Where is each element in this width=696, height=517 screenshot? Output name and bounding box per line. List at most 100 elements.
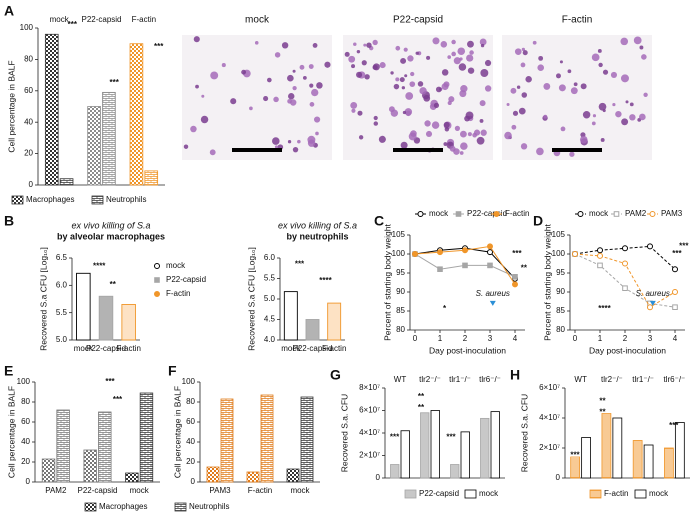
- chart-title: ex vivo killing of S.a: [71, 220, 150, 230]
- cell: [351, 108, 356, 113]
- category-label: tlr2⁻/⁻: [601, 375, 623, 384]
- y-tick-label: 2×10⁷: [539, 443, 560, 452]
- panel-letter: D: [533, 213, 543, 229]
- cell: [469, 50, 474, 55]
- cell: [480, 43, 485, 48]
- cell: [504, 131, 512, 140]
- point: [622, 245, 628, 252]
- cell: [451, 39, 456, 45]
- bar: [44, 33, 59, 186]
- cell: [373, 115, 378, 121]
- cell: [356, 71, 363, 78]
- panel-letter: E: [4, 363, 13, 379]
- bar: [139, 392, 154, 483]
- micrograph-title: F-actin: [562, 15, 593, 26]
- bar: [400, 430, 410, 479]
- cell: [516, 85, 521, 89]
- point: [647, 304, 653, 311]
- y-axis-label: Recovered S.a. CFU: [339, 394, 349, 472]
- x-tick-label: 2: [623, 334, 628, 343]
- annotation: ***: [113, 395, 123, 404]
- annotation: **: [599, 407, 606, 416]
- legend-label: F-actin: [505, 209, 529, 218]
- cell: [358, 135, 364, 140]
- bar: [581, 437, 591, 479]
- point: [437, 266, 443, 272]
- legend-label: F-actin: [166, 289, 190, 298]
- annotation: ***: [390, 433, 400, 442]
- annotation: ****: [319, 276, 332, 285]
- category-label: PAM2: [45, 486, 67, 495]
- cell: [292, 146, 299, 153]
- bar: [206, 466, 220, 483]
- cell: [426, 55, 431, 60]
- bar: [305, 319, 320, 341]
- y-tick-label: 80: [396, 325, 405, 334]
- annotation: ***: [512, 249, 522, 258]
- x-tick-label: 4: [513, 334, 518, 343]
- category-label: tlr6⁻/⁻: [663, 375, 685, 384]
- category-label: mock: [50, 15, 70, 24]
- legend-label: P22-capsid: [467, 209, 507, 218]
- cell: [556, 73, 561, 79]
- point: [672, 266, 678, 273]
- category-label: F-actin: [322, 344, 346, 353]
- legend-label: PAM3: [661, 209, 683, 218]
- cell: [361, 60, 367, 66]
- y-tick-label: 60: [186, 417, 195, 426]
- y-tick-label: 0: [556, 473, 561, 482]
- point: [597, 247, 603, 254]
- cell: [403, 47, 408, 52]
- cell: [404, 74, 408, 78]
- bar: [674, 422, 685, 479]
- y-axis-label: Percent of starting body weight: [542, 224, 552, 341]
- cell: [249, 106, 253, 111]
- legend-label: F-actin: [604, 489, 628, 498]
- y-tick-label: 4×10⁷: [539, 413, 560, 422]
- cell: [467, 67, 475, 74]
- y-axis-label: Cell percentage in BALF: [6, 386, 16, 478]
- micrograph-title: P22-capsid: [393, 15, 443, 26]
- annotation: **: [521, 263, 528, 272]
- y-tick-label: 5.5: [56, 308, 68, 317]
- bar: [601, 413, 612, 479]
- cell: [281, 42, 289, 49]
- cell: [408, 132, 417, 141]
- cell: [364, 74, 370, 80]
- cell: [210, 71, 219, 80]
- cell: [401, 86, 406, 90]
- cell: [465, 111, 474, 120]
- cell: [290, 99, 297, 106]
- bar: [87, 106, 101, 186]
- y-axis-label: Cell percentage in BALF: [172, 386, 182, 478]
- micrograph-title: mock: [245, 15, 270, 26]
- cell: [460, 130, 467, 138]
- y-tick-label: 100: [20, 23, 34, 32]
- legend-marker: [154, 291, 160, 297]
- point: [622, 285, 628, 291]
- cell: [600, 137, 605, 142]
- bar: [76, 272, 91, 341]
- annotation: ***: [679, 242, 689, 251]
- y-tick-label: 0: [376, 473, 381, 482]
- bar: [632, 440, 643, 479]
- cell: [241, 69, 247, 75]
- cell: [641, 54, 647, 60]
- cell: [344, 51, 350, 57]
- annotation: ****: [93, 261, 106, 270]
- annotation: ***: [110, 78, 120, 87]
- cell: [440, 41, 448, 48]
- bar: [121, 304, 136, 341]
- category-label: P22-capsid: [86, 344, 126, 353]
- bar: [102, 91, 116, 186]
- legend-label: mock: [166, 261, 186, 270]
- cell: [324, 61, 331, 68]
- category-label: P22-capsid: [77, 486, 117, 495]
- cell: [379, 62, 386, 69]
- legend-marker: [649, 211, 656, 217]
- point: [572, 251, 578, 257]
- micrograph: [182, 35, 332, 160]
- cell: [467, 132, 472, 137]
- annotation: **: [599, 397, 606, 406]
- category-label: F-actin: [116, 344, 140, 353]
